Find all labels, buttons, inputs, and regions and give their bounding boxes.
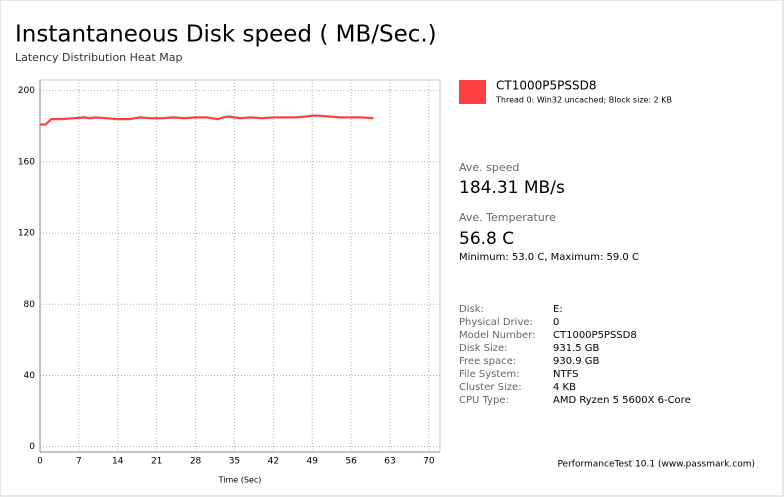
x-tick-label: 7 <box>76 457 82 467</box>
info-value: 0 <box>553 317 559 328</box>
x-tick-label: 42 <box>268 457 279 467</box>
x-tick-label: 14 <box>112 457 124 467</box>
y-tick-label: 0 <box>29 442 35 452</box>
y-tick-label: 80 <box>24 300 36 310</box>
legend-label: CT1000P5PSSD8 <box>496 79 596 93</box>
info-label: Cluster Size: <box>459 382 522 393</box>
legend-swatch <box>459 80 486 104</box>
info-label: File System: <box>459 369 520 380</box>
info-label: Disk: <box>459 304 484 315</box>
x-axis-label: Time (Sec) <box>218 476 262 485</box>
temperature-range: Minimum: 53.0 C, Maximum: 59.0 C <box>459 252 639 263</box>
info-label: CPU Type: <box>459 395 509 406</box>
info-label: Physical Drive: <box>459 317 533 328</box>
info-value: E: <box>553 304 563 315</box>
info-label: Model Number: <box>459 330 536 341</box>
x-tick-label: 21 <box>151 457 162 467</box>
info-value: AMD Ryzen 5 5600X 6-Core <box>553 395 691 406</box>
legend-note: Thread 0: Win32 uncached; Block size: 2 … <box>495 96 672 105</box>
y-tick-label: 160 <box>18 157 35 167</box>
data-line <box>40 114 374 126</box>
footer: PerformanceTest 10.1 (www.passmark.com) <box>557 460 755 470</box>
stat-value: 56.8 C <box>459 229 514 249</box>
chart-title: Instantaneous Disk speed ( MB/Sec.) <box>15 22 437 48</box>
x-tick-label: 28 <box>190 457 202 467</box>
info-value: 930.9 GB <box>553 356 600 367</box>
x-tick-label: 0 <box>37 457 43 467</box>
x-tick-label: 56 <box>345 457 357 467</box>
chart-subtitle: Latency Distribution Heat Map <box>15 51 182 64</box>
info-value: NTFS <box>553 369 579 380</box>
x-tick-label: 35 <box>229 457 240 467</box>
info-value: CT1000P5PSSD8 <box>553 330 637 341</box>
info-value: 931.5 GB <box>553 343 600 354</box>
info-label: Free space: <box>459 356 516 367</box>
y-tick-label: 120 <box>18 229 35 239</box>
stat-value: 184.31 MB/s <box>459 178 565 198</box>
x-tick-label: 63 <box>384 457 395 467</box>
info-label: Disk Size: <box>459 343 508 354</box>
stat-label: Ave. speed <box>459 161 519 174</box>
info-value: 4 KB <box>553 382 576 393</box>
stat-label: Ave. Temperature <box>459 211 556 224</box>
y-tick-label: 40 <box>24 371 36 381</box>
x-tick-label: 70 <box>423 457 435 467</box>
x-tick-label: 49 <box>306 457 318 467</box>
y-tick-label: 200 <box>18 86 35 96</box>
